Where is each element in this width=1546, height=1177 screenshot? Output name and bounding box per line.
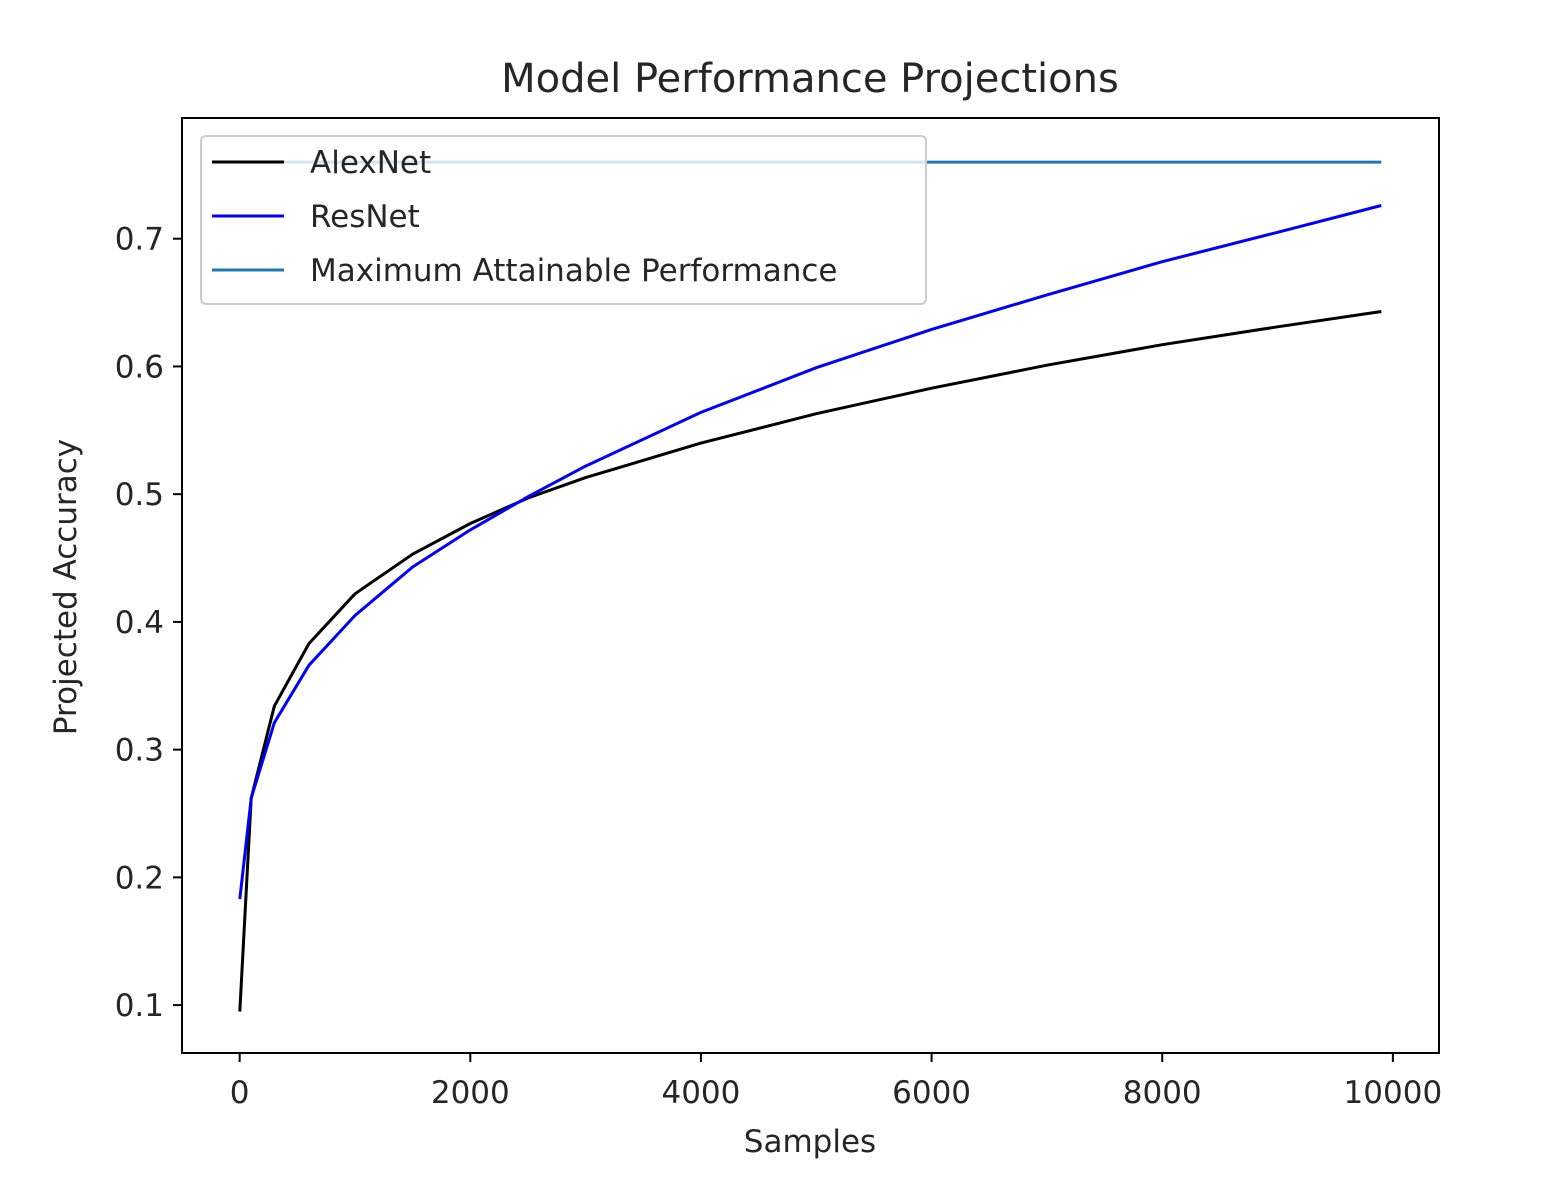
y-axis-label: Projected Accuracy: [48, 439, 84, 735]
x-tick-label: 8000: [1123, 1075, 1202, 1111]
y-tick-label: 0.3: [115, 733, 164, 769]
plot-frame: [181, 117, 1440, 1054]
x-tick-label: 6000: [892, 1075, 971, 1111]
legend-box: [200, 135, 927, 305]
y-tick-label: 0.7: [115, 222, 164, 258]
y-tick-label: 0.1: [115, 988, 164, 1024]
x-axis-label: Samples: [744, 1124, 876, 1160]
legend-label-maximum-attainable-performance: Maximum Attainable Performance: [310, 253, 837, 289]
series-line-resnet: [238, 204, 1382, 900]
series-line-alexnet: [238, 310, 1382, 1012]
legend-label-resnet: ResNet: [310, 199, 420, 235]
y-tick-label: 0.4: [115, 605, 164, 641]
y-tick-label: 0.2: [115, 860, 164, 896]
y-tick-label: 0.6: [115, 349, 164, 385]
legend-label-alexnet: AlexNet: [310, 145, 431, 181]
x-tick-label: 2000: [431, 1075, 510, 1111]
x-tick-label: 4000: [661, 1075, 740, 1111]
y-tick-label: 0.5: [115, 477, 164, 513]
x-tick-label: 0: [230, 1075, 250, 1111]
legend: AlexNet ResNet Maximum Attainable Performa…: [200, 135, 927, 305]
chart-title: Model Performance Projections: [501, 56, 1119, 102]
x-tick-label: 10000: [1344, 1075, 1443, 1111]
tick-layer: 0 2000 4000 6000 8000 10000 0.1 0.2 0.3 0.4 0.5 0.6…: [115, 222, 1442, 1111]
